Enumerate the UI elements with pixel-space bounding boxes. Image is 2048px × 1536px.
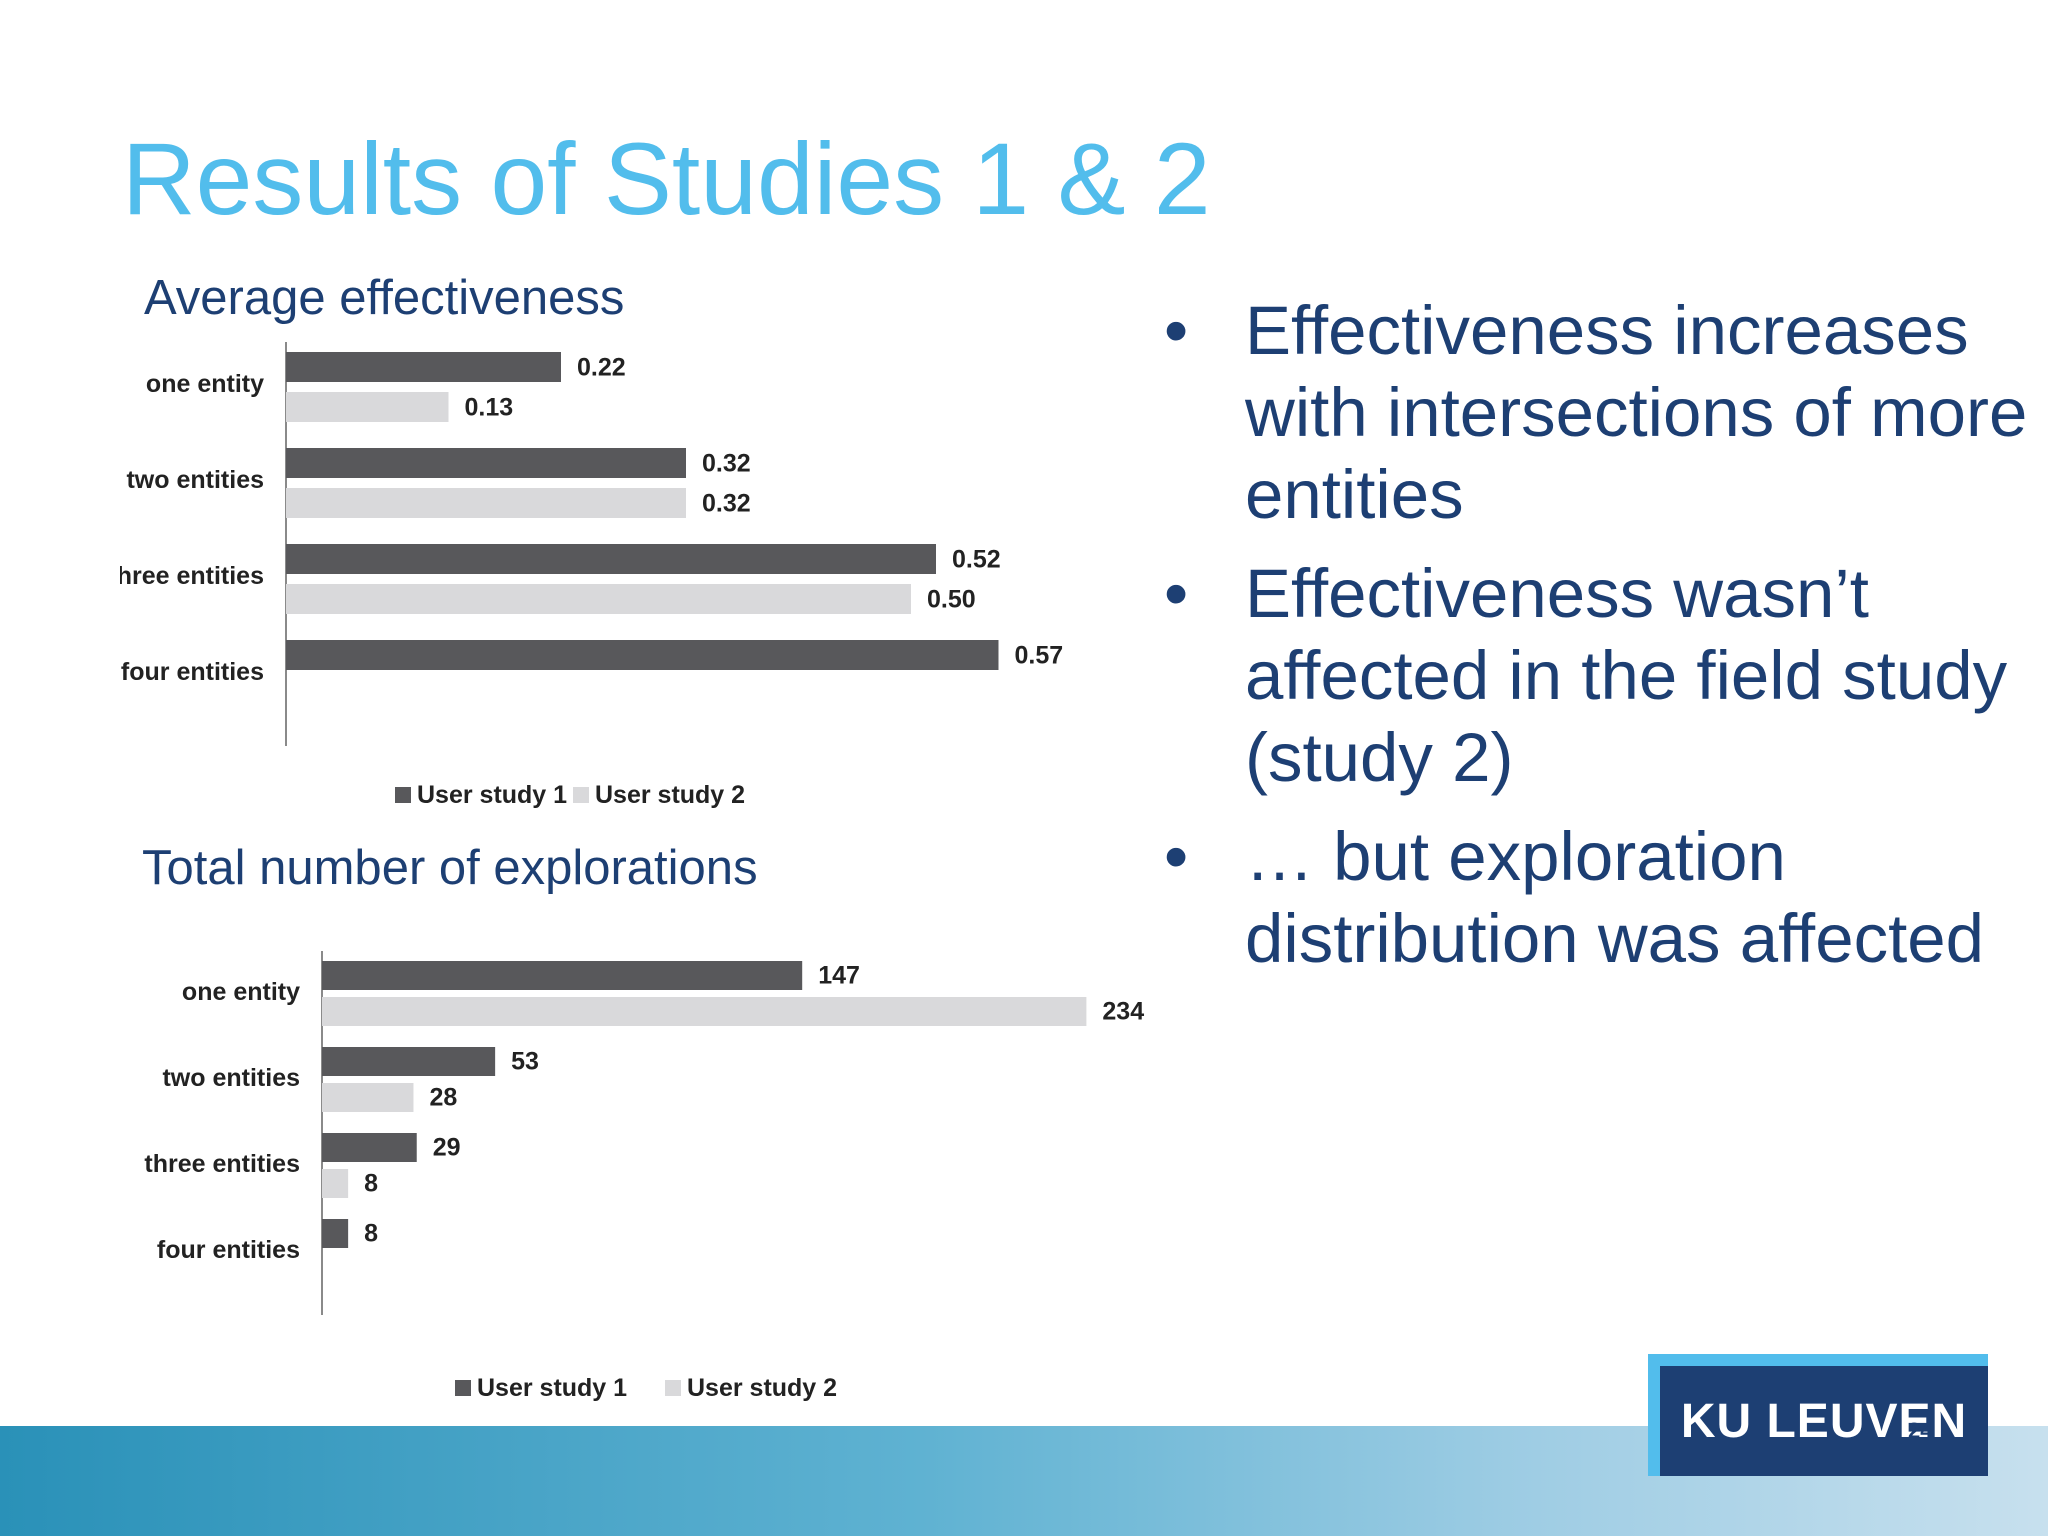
bullet-item: • Effectiveness wasn’t affected in the f… [1160,553,2040,799]
category-label: three entities [120,562,264,590]
effectiveness-chart: one entity 0.22 0.13 two entities 0.32 0.32 th… [120,342,1064,809]
bar [322,1083,414,1112]
legend-swatch [573,787,589,803]
bar [286,544,936,574]
data-label: 8 [364,1220,378,1248]
data-label: 8 [364,1170,378,1198]
data-label: 28 [429,1084,457,1112]
bullet-marker: • [1164,292,1189,369]
data-label: 53 [511,1048,539,1076]
logo-text: KU LEUVEN [1680,1394,1968,1448]
data-label: 0.32 [702,449,751,477]
category-label: two entities [162,1064,300,1092]
legend-swatch [665,1380,681,1396]
data-label: 29 [433,1134,461,1162]
bar [322,961,803,990]
bar [322,997,1087,1026]
ku-leuven-logo: KU LEUVEN [1648,1354,1988,1476]
data-label: 0.32 [702,489,751,517]
data-label: 147 [818,962,860,990]
bullet-item: • … but exploration distribution was aff… [1160,816,2040,980]
chart-1-title: Average effectiveness [144,271,625,325]
legend-label: User study 2 [687,1374,837,1402]
slide-title: Results of Studies 1 & 2 [122,122,1211,236]
legend-swatch [455,1380,471,1396]
bullet-list: • Effectiveness increases with intersect… [1160,290,2040,997]
bullet-text: Effectiveness wasn’t affected in the fie… [1245,555,2008,796]
explorations-chart: one entity 147 234 two entities 53 28 three en… [144,951,1144,1402]
category-label: four entities [121,658,264,686]
category-label: one entity [182,978,300,1006]
data-label: 0.57 [1015,641,1064,669]
bar [286,584,911,614]
data-label: 0.22 [577,353,626,381]
data-label: 234 [1102,998,1144,1026]
bullet-text: … but exploration distribution was affec… [1245,818,1984,977]
page-number: 24 [1908,1418,1933,1443]
bar [286,392,449,422]
bullet-item: • Effectiveness increases with intersect… [1160,290,2040,536]
bar [286,488,686,518]
bar [286,448,686,478]
data-label: 0.50 [927,585,976,613]
legend-swatch [395,787,411,803]
bullet-text: Effectiveness increases with intersectio… [1245,292,2028,533]
bullet-marker: • [1164,555,1189,632]
category-label: one entity [146,370,264,398]
legend-label: User study 1 [477,1374,627,1402]
bullet-marker: • [1164,818,1189,895]
legend-label: User study 1 [417,781,567,809]
category-label: three entities [144,1150,300,1178]
bar [286,352,561,382]
bar [286,640,999,670]
data-label: 0.52 [952,545,1001,573]
legend-label: User study 2 [595,781,745,809]
category-label: four entities [157,1236,300,1264]
category-label: two entities [126,466,264,494]
bar [322,1047,496,1076]
chart-2-title: Total number of explorations [142,841,758,895]
data-label: 0.13 [465,393,514,421]
bar [322,1133,417,1162]
bar [322,1219,349,1248]
bar [322,1169,349,1198]
